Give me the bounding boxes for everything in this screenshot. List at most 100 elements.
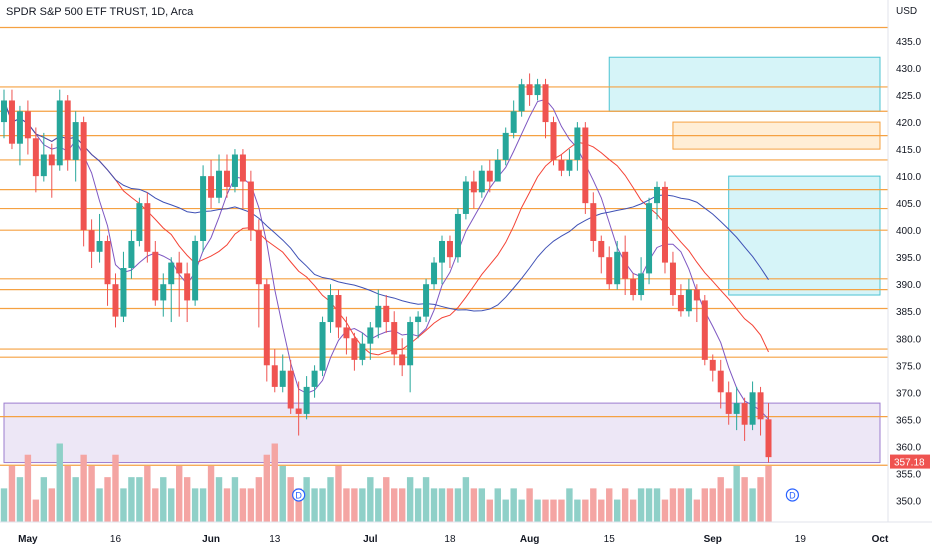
volume-bar-4 bbox=[32, 499, 40, 522]
dividend-marker-0 bbox=[292, 488, 306, 502]
candle-body-94 bbox=[749, 392, 756, 425]
volume-bar-27 bbox=[215, 477, 223, 522]
candle-body-39 bbox=[311, 370, 318, 387]
candle-body-26 bbox=[208, 176, 215, 198]
volume-bar-25 bbox=[199, 488, 207, 522]
candle-body-22 bbox=[176, 262, 183, 274]
volume-bar-22 bbox=[176, 465, 183, 522]
candle-body-20 bbox=[160, 284, 167, 301]
candle-body-25 bbox=[200, 176, 207, 241]
candle-body-83 bbox=[661, 186, 668, 263]
candle-body-69 bbox=[550, 122, 557, 160]
candle-body-4 bbox=[32, 138, 39, 177]
volume-bar-5 bbox=[40, 477, 48, 522]
candle-body-44 bbox=[351, 338, 358, 360]
volume-bar-58 bbox=[462, 477, 470, 522]
volume-bar-93 bbox=[741, 477, 748, 522]
candle-body-40 bbox=[319, 322, 326, 371]
volume-bar-89 bbox=[709, 488, 716, 522]
volume-bar-18 bbox=[144, 465, 151, 522]
x-tick-18: 18 bbox=[444, 534, 456, 545]
volume-bar-92 bbox=[733, 465, 740, 522]
dividend-marker-1 bbox=[785, 488, 800, 502]
volume-bar-73 bbox=[582, 499, 589, 522]
volume-bar-63 bbox=[502, 499, 509, 522]
candle-body-32 bbox=[255, 230, 262, 285]
candle-body-10 bbox=[80, 122, 87, 231]
candle-body-14 bbox=[112, 284, 119, 317]
y-tick-390: 390.0 bbox=[896, 280, 921, 291]
x-tick-Jun: Jun bbox=[202, 534, 220, 545]
volume-bar-43 bbox=[343, 488, 350, 522]
candle-body-54 bbox=[431, 262, 438, 285]
chart-title: SPDR S&P 500 ETF TRUST, 1D, Arca bbox=[6, 6, 194, 18]
volume-bar-65 bbox=[518, 499, 525, 522]
volume-bar-40 bbox=[319, 488, 326, 522]
x-tick-May: May bbox=[18, 534, 38, 545]
volume-bar-88 bbox=[701, 488, 708, 522]
volume-bar-30 bbox=[239, 488, 247, 522]
candle-body-91 bbox=[725, 392, 732, 414]
volume-bar-76 bbox=[606, 488, 613, 522]
volume-bar-12 bbox=[96, 488, 103, 522]
candle-body-60 bbox=[478, 170, 485, 193]
volume-bar-47 bbox=[375, 488, 382, 522]
candle-body-46 bbox=[367, 327, 374, 344]
candle-body-6 bbox=[48, 154, 55, 166]
volume-bar-60 bbox=[478, 488, 486, 522]
volume-bar-95 bbox=[757, 477, 764, 522]
candle-body-84 bbox=[669, 262, 676, 296]
volume-bar-17 bbox=[136, 477, 143, 522]
candle-body-95 bbox=[757, 392, 764, 420]
volume-bar-29 bbox=[231, 477, 239, 522]
candle-body-28 bbox=[223, 170, 230, 187]
volume-bar-8 bbox=[64, 465, 71, 522]
candle-body-19 bbox=[152, 251, 159, 301]
candle-body-62 bbox=[494, 159, 501, 182]
volume-bar-45 bbox=[359, 488, 366, 522]
volume-bar-69 bbox=[550, 499, 557, 522]
candle-body-85 bbox=[677, 295, 684, 312]
candle-body-21 bbox=[168, 262, 175, 285]
volume-bar-53 bbox=[422, 477, 430, 522]
y-tick-405: 405.0 bbox=[896, 199, 921, 210]
candle-body-56 bbox=[446, 240, 453, 258]
candle-body-53 bbox=[423, 284, 430, 317]
volume-bar-57 bbox=[454, 488, 462, 522]
volume-bar-44 bbox=[351, 488, 358, 522]
y-tick-420: 420.0 bbox=[896, 118, 921, 129]
candle-body-29 bbox=[231, 154, 238, 187]
candle-body-59 bbox=[470, 181, 477, 193]
volume-bar-49 bbox=[391, 488, 398, 522]
candle-body-55 bbox=[439, 240, 445, 263]
candle-body-16 bbox=[128, 240, 135, 268]
volume-bar-83 bbox=[661, 499, 669, 522]
volume-bar-85 bbox=[677, 488, 685, 522]
dividend-marker-label-1: D bbox=[789, 490, 796, 500]
y-tick-425: 425.0 bbox=[896, 91, 921, 102]
candle-body-72 bbox=[574, 127, 581, 160]
y-tick-395: 395.0 bbox=[896, 253, 921, 264]
volume-bar-70 bbox=[558, 499, 565, 522]
candle-body-24 bbox=[192, 240, 199, 301]
volume-bar-74 bbox=[590, 488, 597, 522]
x-tick-Sep: Sep bbox=[704, 534, 722, 545]
zone-2 bbox=[728, 175, 881, 296]
candle-body-12 bbox=[96, 240, 103, 252]
y-tick-385: 385.0 bbox=[896, 307, 921, 318]
volume-bar-82 bbox=[653, 488, 661, 522]
volume-bar-32 bbox=[255, 477, 263, 522]
volume-bar-38 bbox=[303, 477, 310, 522]
currency-label: USD bbox=[896, 6, 917, 17]
x-tick-19: 19 bbox=[795, 534, 807, 545]
candle-body-76 bbox=[606, 257, 613, 285]
volume-bar-72 bbox=[574, 499, 581, 522]
candle-body-34 bbox=[271, 365, 278, 387]
candle-body-77 bbox=[614, 251, 621, 285]
candle-body-88 bbox=[701, 300, 708, 360]
candle-body-13 bbox=[104, 240, 111, 285]
candle-body-17 bbox=[136, 203, 143, 241]
volume-bar-67 bbox=[534, 499, 541, 522]
candle-body-66 bbox=[526, 84, 533, 96]
